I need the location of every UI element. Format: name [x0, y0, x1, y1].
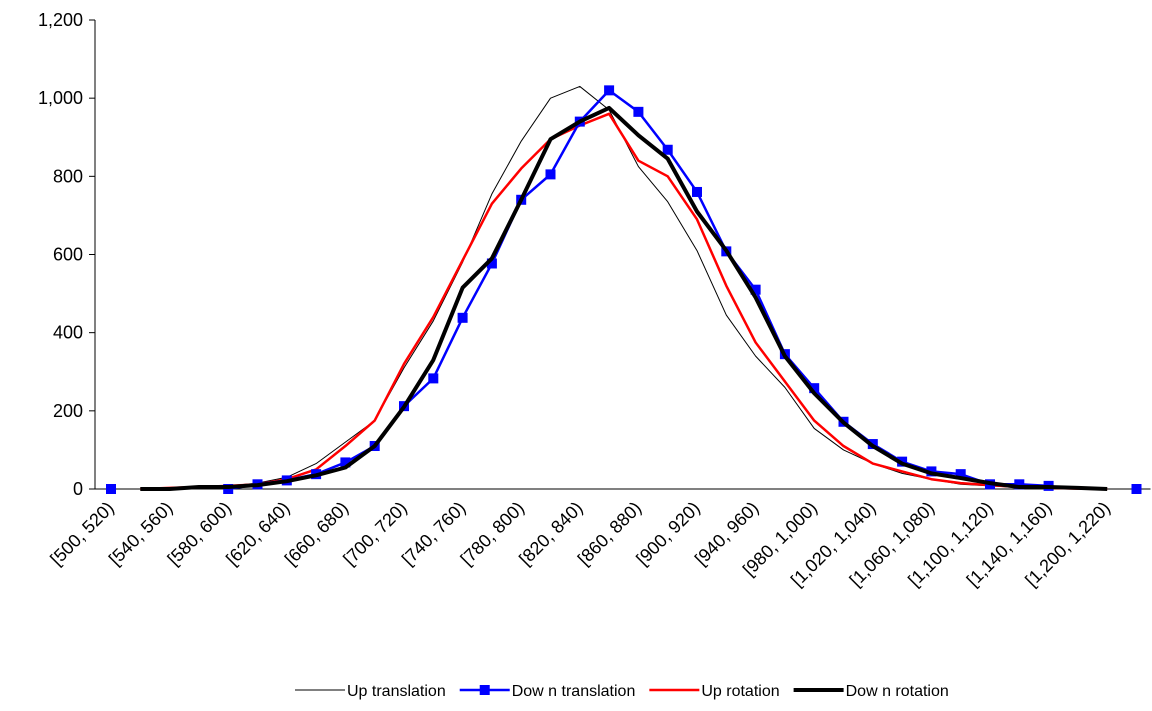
series-marker [1131, 484, 1142, 494]
series-line [140, 105, 1108, 491]
y-tick-label: 800 [53, 166, 83, 186]
series-marker [662, 144, 673, 155]
series-marker [633, 106, 644, 117]
series-marker [340, 457, 351, 468]
y-tick-label: 1,000 [38, 88, 83, 108]
y-tick-label: 400 [53, 323, 83, 343]
series-marker [486, 258, 497, 269]
series-line [140, 85, 1108, 490]
series-marker [1014, 479, 1025, 490]
series-line [140, 112, 1108, 491]
series-marker [692, 186, 702, 197]
series-marker [750, 284, 761, 295]
series-marker [106, 484, 116, 494]
series-marker [604, 85, 615, 96]
legend-marker [479, 685, 490, 695]
legend: Up translation Dow n translation Up rotati… [295, 683, 949, 700]
series-marker [545, 169, 556, 180]
legend-label: Up rotation [701, 683, 779, 700]
y-tick-label: 0 [73, 479, 83, 499]
y-tick-label: 1,200 [38, 10, 83, 30]
legend-label: Dow n translation [512, 683, 636, 700]
y-tick-label: 200 [53, 401, 83, 421]
legend-label: Dow n rotation [846, 683, 949, 700]
series-marker [809, 383, 820, 394]
y-tick-label: 600 [53, 245, 83, 265]
series-marker [428, 373, 439, 384]
legend-label: Up translation [347, 683, 446, 700]
series-marker [457, 312, 468, 323]
series-marker [955, 469, 966, 480]
